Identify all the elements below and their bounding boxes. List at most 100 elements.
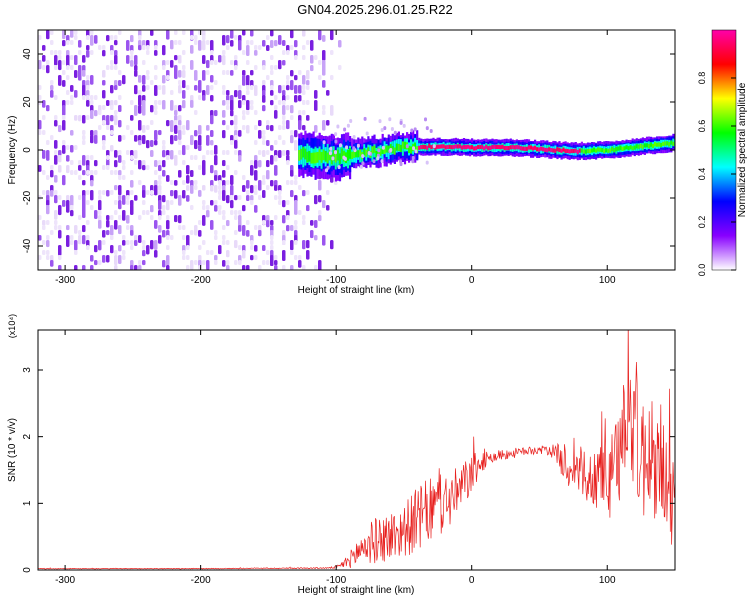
spectrogram-cell (222, 195, 226, 201)
spectrogram-cell (302, 110, 306, 115)
spectrogram-ridge-cell (515, 145, 518, 150)
spectrogram-cell (226, 95, 230, 101)
spectrogram-ridge-cell (418, 145, 421, 150)
spectrogram-cell (154, 110, 158, 115)
spectrogram-ridge-cell (570, 148, 573, 154)
spectrogram-cell (154, 65, 158, 70)
spectrogram-cell (114, 200, 118, 205)
spectrogram-cell (254, 85, 258, 96)
spectrogram-ridge-cell (578, 148, 581, 153)
spectrogram-cell (310, 55, 314, 64)
spectrogram-cell (130, 170, 134, 175)
spectrogram-ridge-cell (639, 143, 642, 148)
spectrogram-cell (102, 45, 106, 50)
spectrogram-cell (122, 75, 126, 85)
spectrogram-cell (258, 180, 262, 191)
spectrogram-cell (190, 185, 194, 194)
spectrogram-cell (222, 70, 226, 75)
spectrogram-cell (266, 35, 270, 40)
spectrogram-ridge-cell (601, 148, 604, 153)
spectrogram-cell (294, 85, 298, 94)
spectrogram-cell (66, 65, 70, 70)
spectrogram-cell (389, 148, 393, 152)
spectrogram-cell (166, 245, 170, 250)
spectrogram-cell (74, 240, 78, 251)
spectrogram-ridge-cell (509, 145, 512, 150)
spectrogram-cell (190, 155, 194, 160)
spectrogram-cell (82, 55, 86, 63)
spectrogram-cell (286, 85, 290, 91)
spectrogram-cell (266, 120, 270, 125)
spectrogram-cell (58, 205, 62, 216)
spectrogram-ridge-cell (497, 144, 500, 149)
spectrogram-cell (58, 60, 62, 71)
spectrogram-cell (158, 85, 162, 90)
spectrogram-cell (130, 115, 134, 121)
spectrogram-cell (78, 230, 82, 235)
spectrogram-ridge-cell (462, 145, 466, 150)
spectrogram-cell (294, 55, 298, 60)
spectrogram-cell (78, 50, 82, 55)
spectrogram-cell (266, 170, 270, 180)
spectrogram-cell (266, 250, 270, 255)
spectrogram-ridge-cell (408, 145, 411, 153)
spectrogram-cell (376, 156, 380, 161)
spectrogram-cell (262, 220, 266, 225)
spectrogram-cell (186, 245, 190, 250)
spectrogram-cell (246, 60, 250, 65)
spectrogram-cell (214, 260, 218, 265)
spectrogram-cell (242, 30, 246, 36)
spectrogram-cell (226, 265, 230, 270)
spectrogram-cell (74, 30, 78, 35)
spectrogram-cell (282, 105, 286, 115)
spectrogram-cell (54, 210, 58, 220)
spectrogram-cell (206, 125, 210, 131)
spectrogram-cell (86, 75, 90, 80)
spectrogram-cell (162, 65, 166, 70)
spectrogram-cell (182, 50, 186, 55)
spectrogram-cell (114, 160, 118, 168)
spectrogram-cell (38, 60, 42, 70)
spectrogram-cell (134, 65, 138, 71)
spectrogram-ridge-cell (586, 148, 590, 154)
spectrogram-cell (230, 200, 234, 209)
spectrogram-cell (174, 120, 178, 125)
spectrogram-cell (290, 250, 294, 255)
spectrogram-cell (222, 215, 226, 220)
spectrogram-cell (214, 255, 218, 261)
spectrogram-cell (330, 240, 334, 250)
spectrogram-cell (234, 55, 238, 60)
spectrogram-cell (110, 65, 114, 70)
spectrogram-cell (46, 65, 50, 74)
spectrogram-cell (302, 190, 306, 197)
spectrogram-cell (150, 205, 154, 213)
spectrogram-cell (178, 120, 182, 126)
spectrogram-cell (50, 85, 54, 91)
spectrogram-cell (266, 125, 270, 130)
spectrogram-cell (118, 225, 122, 235)
spectrogram-cell (380, 159, 384, 164)
spectrogram-cell (318, 210, 322, 215)
spectrogram-cell (154, 130, 158, 141)
spectrogram-cell (194, 85, 198, 91)
spectrogram-cell (58, 125, 62, 133)
spectrogram-cell (381, 145, 385, 150)
spectrogram-cell (142, 85, 146, 92)
spectrogram-cell (110, 35, 114, 40)
spectrogram-cell (146, 50, 150, 55)
spectrogram-cell (86, 245, 90, 250)
spectrogram-cell (162, 75, 166, 84)
spectrogram-ridge-cell (666, 141, 669, 146)
spectrogram-cell (242, 265, 246, 270)
spectrogram-cell (214, 60, 218, 65)
spectrogram-ridge-cell (471, 145, 474, 150)
spectrogram-cell (210, 50, 214, 55)
spectrogram-cell (190, 100, 194, 108)
spectrogram-cell (234, 240, 238, 249)
spectrogram-cell (86, 155, 90, 160)
spectrogram-cell (134, 70, 138, 77)
spectrogram-cell (106, 100, 110, 106)
spectrogram-cell (266, 185, 270, 190)
spectrogram-cell (198, 230, 202, 237)
spectrogram-cell (66, 90, 70, 95)
